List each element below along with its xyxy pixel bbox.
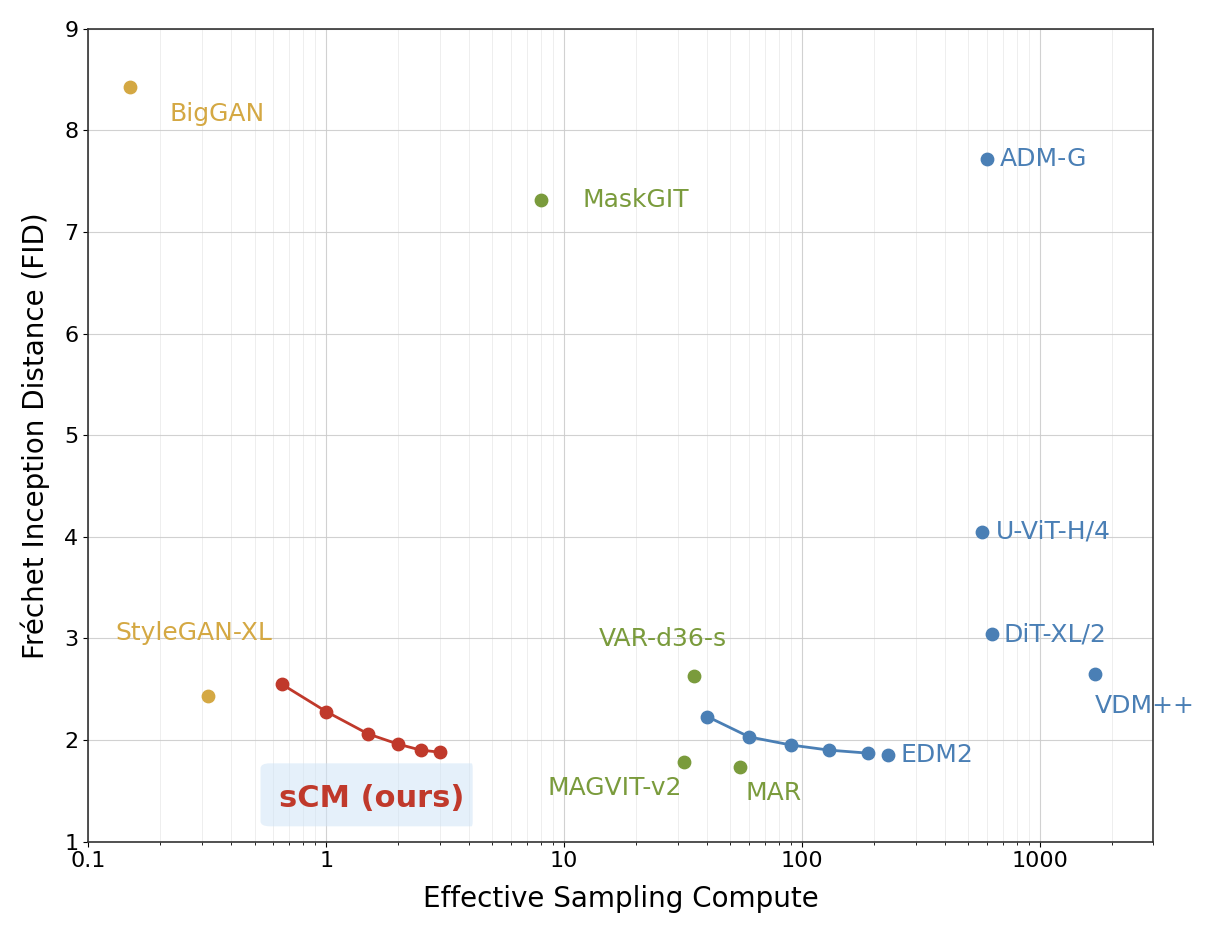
Point	[859, 745, 879, 760]
Point	[684, 669, 704, 684]
Text: EDM2: EDM2	[901, 743, 974, 767]
Point	[120, 79, 139, 94]
Text: MAGVIT-v2: MAGVIT-v2	[547, 775, 682, 800]
Text: U-ViT-H/4: U-ViT-H/4	[996, 519, 1111, 544]
Text: BigGAN: BigGAN	[170, 102, 265, 126]
Text: DiT-XL/2: DiT-XL/2	[1003, 622, 1106, 646]
Point	[731, 760, 750, 775]
Point	[675, 755, 694, 770]
Text: MaskGIT: MaskGIT	[583, 188, 689, 211]
Text: StyleGAN-XL: StyleGAN-XL	[115, 621, 273, 645]
Point	[358, 727, 378, 742]
Point	[781, 738, 800, 753]
FancyBboxPatch shape	[260, 763, 473, 827]
Point	[698, 709, 717, 724]
Point	[387, 737, 407, 752]
X-axis label: Effective Sampling Compute: Effective Sampling Compute	[423, 885, 819, 913]
Point	[411, 743, 430, 757]
Text: sCM (ours): sCM (ours)	[279, 785, 464, 814]
Text: ADM-G: ADM-G	[1000, 147, 1088, 171]
Point	[971, 524, 991, 539]
Text: VAR-d36-s: VAR-d36-s	[599, 627, 727, 651]
Point	[982, 627, 1002, 642]
Text: MAR: MAR	[745, 781, 802, 804]
Point	[879, 748, 898, 763]
Point	[819, 743, 838, 757]
Point	[1085, 667, 1105, 682]
Point	[430, 744, 450, 759]
Y-axis label: Fréchet Inception Distance (FID): Fréchet Inception Distance (FID)	[21, 212, 50, 658]
Point	[739, 729, 759, 744]
Point	[271, 676, 291, 691]
Point	[978, 151, 997, 166]
Point	[199, 688, 219, 703]
Point	[532, 192, 551, 207]
Text: VDM++: VDM++	[1095, 694, 1195, 718]
Point	[316, 704, 336, 719]
